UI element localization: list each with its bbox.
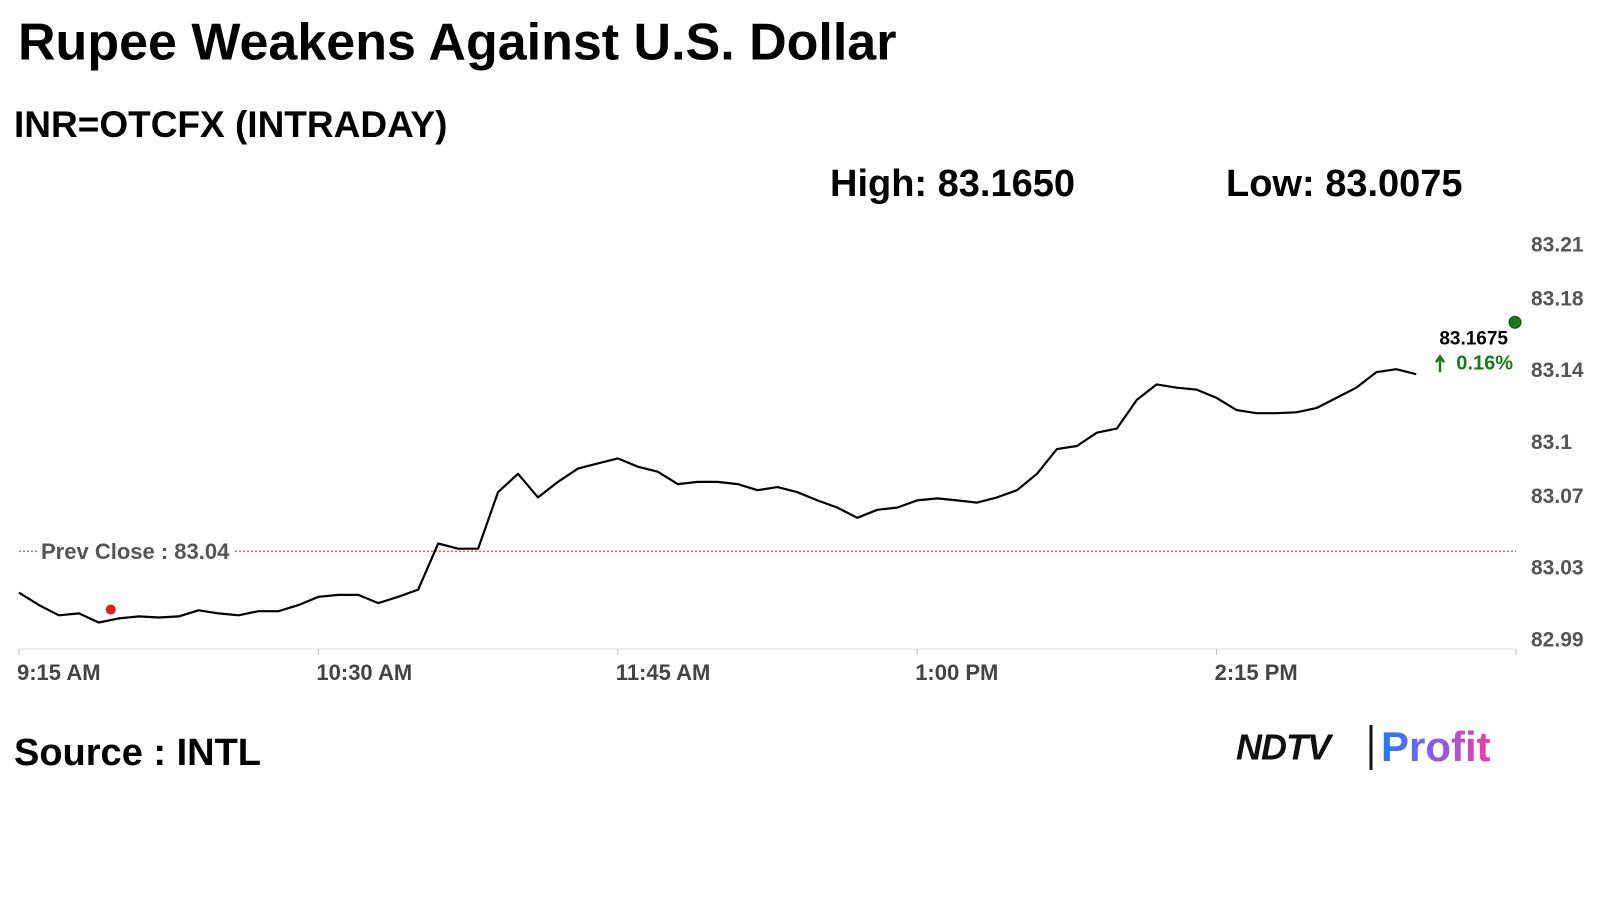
last-value-label: 83.1675 (1439, 328, 1508, 349)
prev-close-label: Prev Close : 83.04 (41, 539, 230, 564)
last-change-label: 0.16% (1456, 353, 1513, 375)
x-tick-label: 2:15 PM (1215, 660, 1298, 685)
chart-subtitle: INR=OTCFX (INTRADAY) (14, 104, 447, 145)
source: Source : INTL (14, 732, 261, 774)
y-tick-label: 83.18 (1531, 287, 1584, 310)
up-arrow (1434, 354, 1446, 373)
y-tick-label: 83.07 (1531, 485, 1584, 508)
price-line (18, 368, 1417, 624)
y-tick-label: 83.21 (1531, 234, 1584, 257)
last-marker (1508, 315, 1522, 329)
y-tick-label: 83.14 (1531, 359, 1584, 382)
x-tick-label: 9:15 AM (17, 660, 101, 685)
x-tick-label: 11:45 AM (616, 660, 711, 685)
low-label: Low: 83.0075 (1226, 163, 1463, 205)
y-tick-label: 82.99 (1531, 629, 1584, 652)
logo-profit: Profit (1381, 723, 1491, 770)
logo-ndtv: NDTV (1236, 727, 1334, 768)
chart-title: Rupee Weakens Against U.S. Dollar (18, 14, 896, 72)
low-marker (105, 604, 116, 615)
prev-close-label-bg (37, 539, 235, 565)
x-tick-label: 10:30 AM (316, 660, 412, 685)
high-label: High: 83.1650 (830, 163, 1075, 205)
y-tick-label: 83.1 (1531, 431, 1572, 454)
x-tick-label: 1:00 PM (915, 660, 998, 685)
y-tick-label: 83.03 (1531, 557, 1584, 580)
